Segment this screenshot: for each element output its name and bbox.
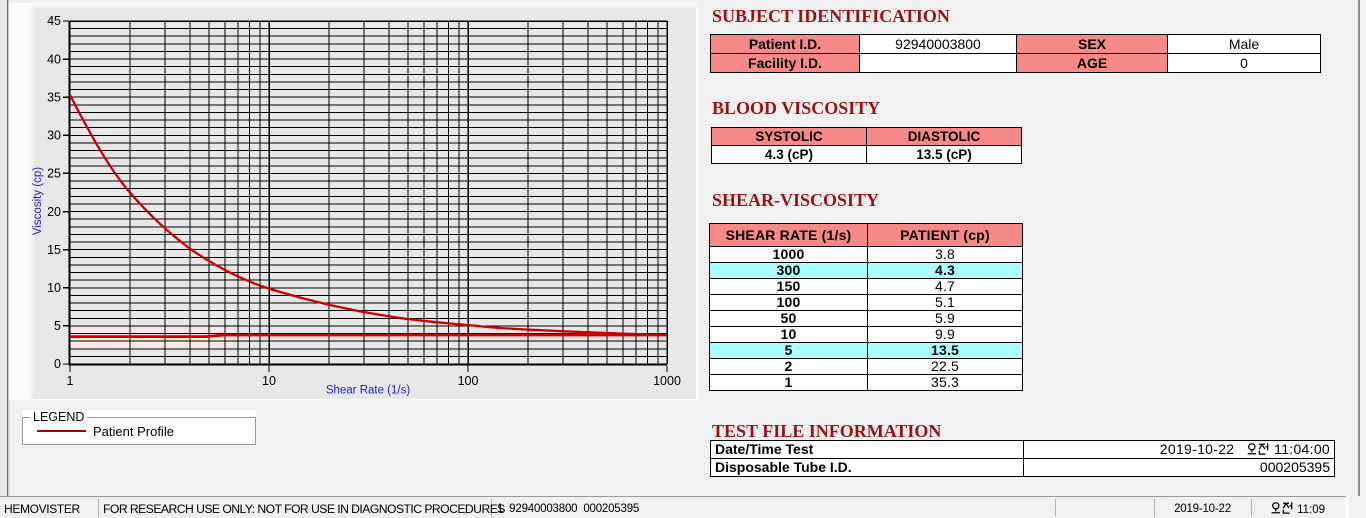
- svg-text:1: 1: [67, 374, 74, 388]
- svg-text:20: 20: [47, 205, 61, 219]
- svg-text:Viscosity (cp): Viscosity (cp): [32, 167, 44, 235]
- svg-text:40: 40: [47, 52, 61, 66]
- svg-text:30: 30: [47, 129, 61, 143]
- svg-text:Shear Rate (1/s): Shear Rate (1/s): [326, 385, 411, 397]
- svg-text:1000: 1000: [653, 374, 681, 388]
- svg-text:0: 0: [54, 357, 61, 371]
- svg-text:10: 10: [262, 374, 276, 388]
- svg-text:15: 15: [47, 243, 61, 257]
- svg-text:5: 5: [54, 319, 61, 333]
- svg-text:45: 45: [47, 14, 61, 28]
- svg-text:10: 10: [47, 281, 61, 295]
- svg-text:25: 25: [47, 167, 61, 181]
- svg-text:100: 100: [458, 374, 479, 388]
- svg-text:35: 35: [47, 90, 61, 104]
